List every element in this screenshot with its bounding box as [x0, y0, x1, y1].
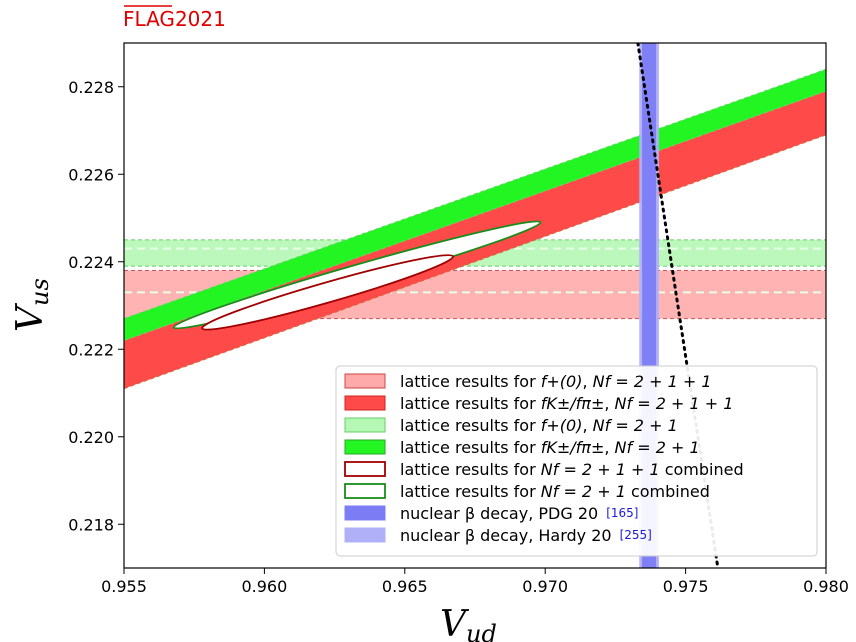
slanted-band-bottom-edge-0 [124, 134, 826, 390]
x-tick-label-5: 0.980 [803, 577, 849, 596]
y-tick-label-4: 0.226 [68, 165, 114, 184]
legend: lattice results for f+(0), Nf = 2 + 1 + … [335, 365, 818, 557]
legend-box [335, 365, 818, 557]
legend-swatch-4 [344, 461, 386, 477]
legend-label-6: nuclear β decay, PDG 20 [165] [400, 504, 638, 523]
x-tick-label-0: 0.955 [101, 577, 147, 596]
x-tick-label-3: 0.970 [522, 577, 568, 596]
legend-label-5: lattice results for Nf = 2 + 1 combined [400, 482, 710, 501]
y-tick-label-1: 0.220 [68, 428, 114, 447]
y-axis-title: Vus [10, 278, 54, 332]
legend-swatch-1 [344, 395, 386, 411]
slanted-band-top-edge-1 [124, 68, 826, 320]
slanted-band-bottom-edge-1 [124, 90, 826, 341]
x-tick-label-2: 0.965 [382, 577, 428, 596]
x-tick-label-1: 0.960 [241, 577, 287, 596]
ellipse-nf-2-1-1 [201, 254, 455, 331]
legend-swatch-3 [344, 439, 386, 455]
y-tick-label-3: 0.224 [68, 253, 114, 272]
legend-swatch-6 [344, 505, 386, 521]
plot-area [124, 43, 826, 568]
y-tick-label-5: 0.228 [68, 78, 114, 97]
axes: 0.955 0.960 0.965 0.970 0.975 0.980 0.218 0.220… [68, 78, 849, 596]
svg-text:Vus: Vus [10, 278, 54, 332]
legend-label-7: nuclear β decay, Hardy 20 [255] [400, 526, 652, 545]
legend-label-0: lattice results for f+(0), Nf = 2 + 1 + … [400, 372, 712, 391]
y-tick-label-0: 0.218 [68, 515, 114, 534]
plot-frame [123, 42, 827, 569]
legend-swatch-0 [344, 373, 386, 389]
legend-swatch-5 [344, 483, 386, 499]
legend-swatch-2 [344, 417, 386, 433]
x-tick-label-4: 0.975 [663, 577, 709, 596]
legend-label-2: lattice results for f+(0), Nf = 2 + 1 [400, 416, 678, 435]
legend-label-1: lattice results for fK±/fπ±, Nf = 2 + 1 … [400, 394, 733, 413]
y-tick-label-2: 0.222 [68, 340, 114, 359]
legend-swatch-7 [344, 527, 386, 543]
flag-logo-text: FLAG2021 [123, 7, 226, 31]
legend-label-3: lattice results for fK±/fπ±, Nf = 2 + 1 [400, 438, 700, 457]
legend-label-4: lattice results for Nf = 2 + 1 + 1 combi… [400, 460, 744, 479]
x-axis-title: Vud [440, 604, 497, 642]
flag-logo: FLAG2021 [123, 5, 226, 31]
